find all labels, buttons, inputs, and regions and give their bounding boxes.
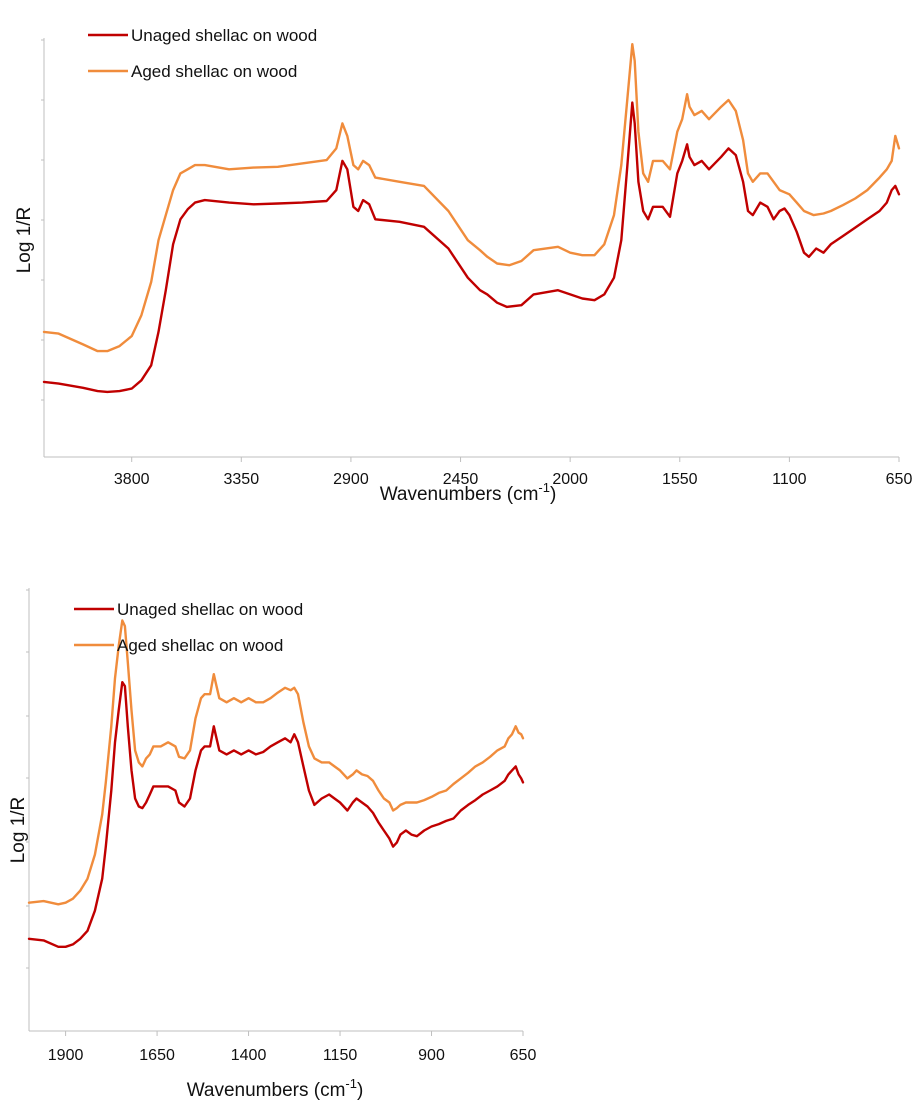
legend-label: Aged shellac on wood: [117, 636, 283, 655]
panel-top: 3800 3350 2900 2450 2000 1550 1100 650 Unaged sh…: [14, 26, 912, 505]
x-tick-label: 3350: [224, 471, 260, 488]
x-tick-label: 2450: [443, 471, 479, 488]
y-axis-title: Log 1/R: [14, 207, 35, 274]
x-tick-label: 1150: [323, 1047, 358, 1064]
series-line-aged: [27, 619, 525, 906]
x-tick-label: 2000: [552, 471, 588, 488]
panel-bottom: 1900 1650 1400 1150 900 650 Unaged shellac on …: [8, 588, 536, 1101]
x-axis-title-end: ): [550, 484, 556, 505]
x-tick-label: 1650: [139, 1047, 175, 1064]
x-tick-label: 1900: [48, 1047, 84, 1064]
x-axis-title: Wavenumbers (cm-1): [187, 1076, 364, 1101]
legend-label: Aged shellac on wood: [131, 62, 297, 81]
x-tick-label: 650: [886, 471, 913, 488]
legend-label: Unaged shellac on wood: [117, 600, 303, 619]
x-tick-label: 1550: [662, 471, 698, 488]
x-tick-label: 2900: [333, 471, 369, 488]
x-tick-label: 900: [418, 1047, 445, 1064]
series-line-unaged: [42, 101, 901, 394]
x-tick-label: 1400: [231, 1047, 267, 1064]
legend-label: Unaged shellac on wood: [131, 26, 317, 45]
y-axis-title: Log 1/R: [8, 797, 29, 864]
series-line-unaged: [27, 681, 525, 948]
x-axis-title: Wavenumbers (cm-1): [380, 480, 557, 505]
x-axis-title-superscript: -1: [538, 480, 550, 495]
x-tick-label: 1100: [772, 471, 807, 488]
x-tick-label: 650: [510, 1047, 537, 1064]
x-axis-title-superscript: -1: [345, 1076, 357, 1091]
x-tick-label: 3800: [114, 471, 150, 488]
x-axis-title-end: ): [357, 1080, 363, 1101]
x-axis-title-main: Wavenumbers (cm: [187, 1080, 346, 1101]
x-axis-title-main: Wavenumbers (cm: [380, 484, 539, 505]
series-line-aged: [42, 43, 901, 353]
